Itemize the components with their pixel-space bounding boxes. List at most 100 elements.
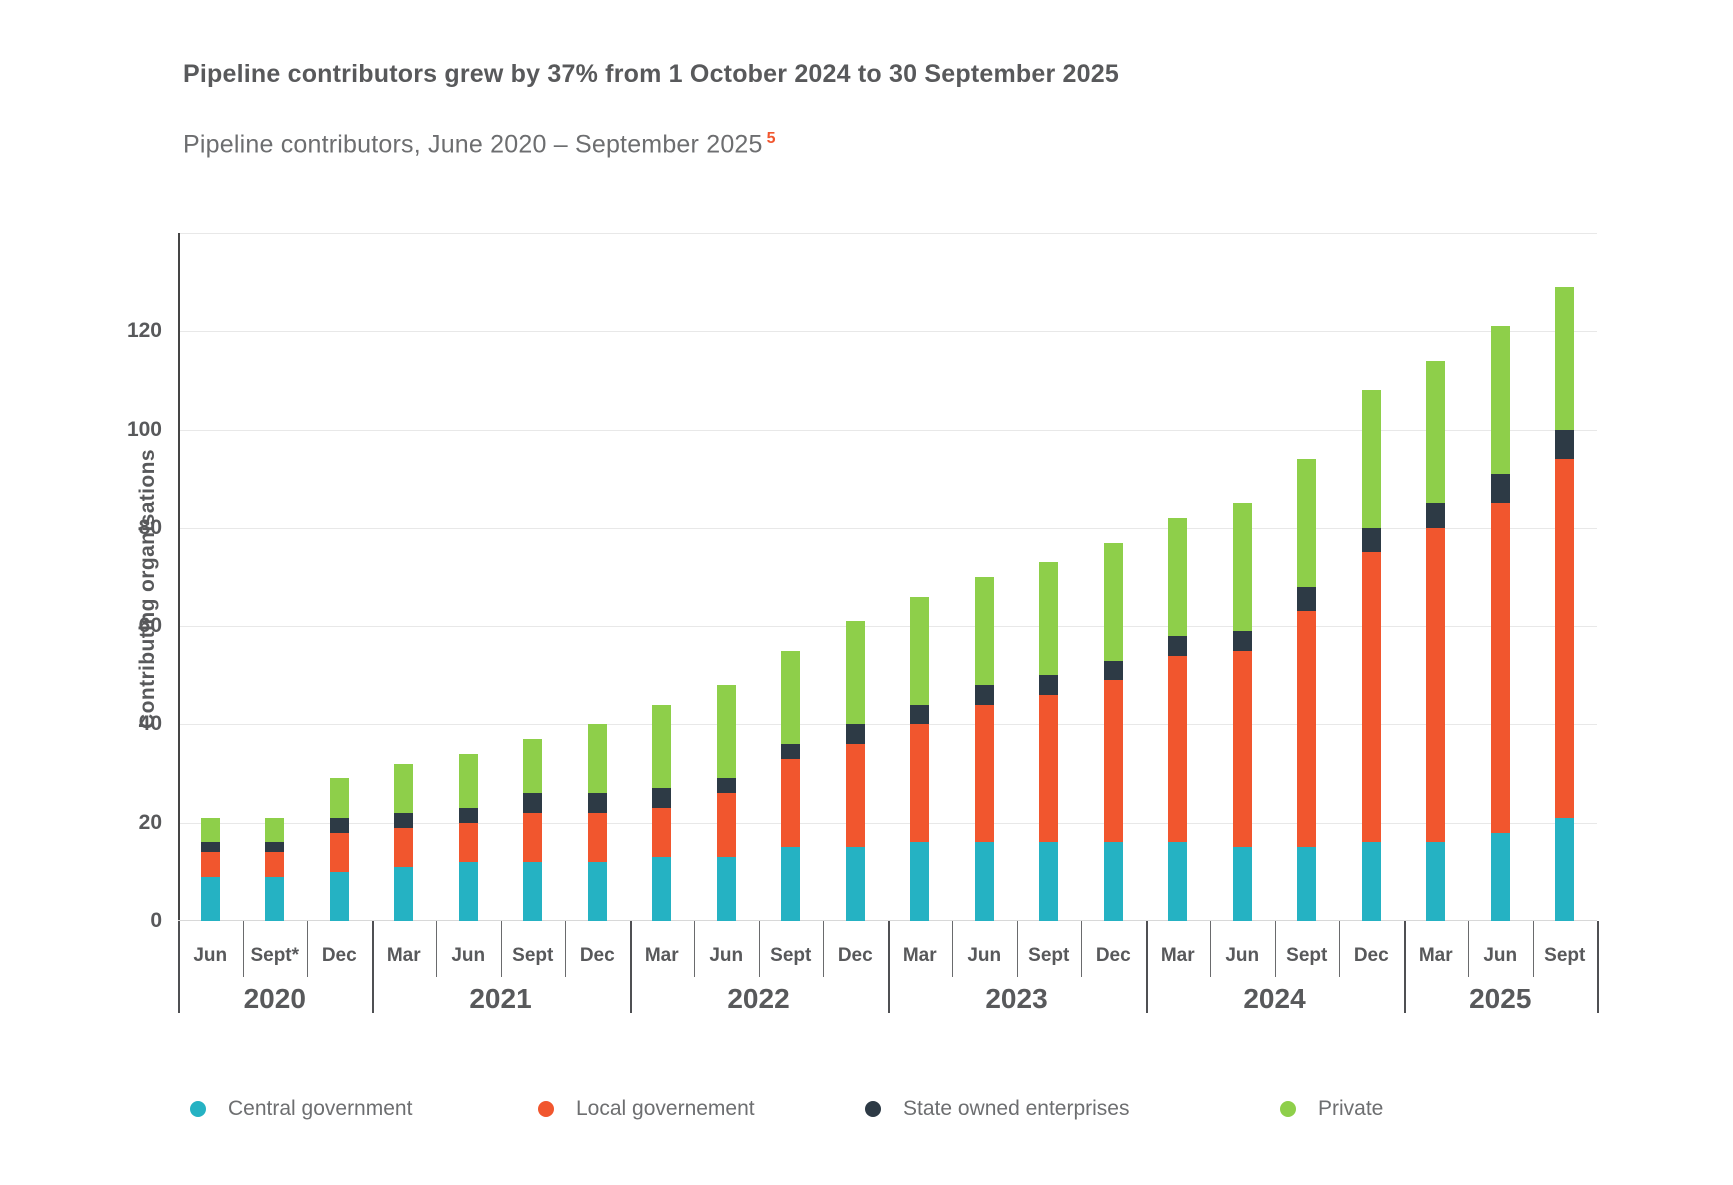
y-tick-label-100: 100: [126, 417, 162, 441]
legend-dot-icon: [538, 1101, 554, 1117]
month-label: Dec: [1095, 945, 1131, 966]
bar-segment: [845, 724, 865, 745]
month-tick: [436, 921, 437, 977]
bar-segment: [329, 817, 349, 833]
y-tick-label-0: 0: [150, 909, 162, 932]
gridline-120: [178, 331, 1597, 333]
bar-segment: [265, 852, 285, 877]
legend-label: Private: [1318, 1097, 1384, 1120]
legend-item: Central government: [190, 1097, 412, 1121]
bar-segment: [781, 650, 801, 745]
bar-segment: [1103, 842, 1123, 921]
y-axis-line: [178, 233, 180, 921]
legend-label: Local governement: [576, 1097, 755, 1120]
legend-item: State owned enterprises: [865, 1097, 1129, 1121]
month-label: Jun: [1483, 945, 1518, 966]
bar-segment: [910, 596, 930, 705]
bar-segment: [716, 778, 736, 794]
x-axis-line: [178, 920, 1597, 921]
bar-segment: [1297, 459, 1317, 587]
bar-segment: [652, 704, 672, 789]
month-label: Dec: [1353, 945, 1389, 966]
month-tick: [1532, 921, 1534, 977]
legend-dot-icon: [1280, 1101, 1296, 1117]
bar-segment: [1297, 847, 1317, 921]
legend-item: Local governement: [538, 1097, 755, 1121]
year-separator-line: [1597, 921, 1599, 1013]
bar-segment: [523, 739, 543, 794]
month-tick: [500, 921, 502, 977]
bar-segment: [974, 842, 994, 921]
bar-segment: [845, 744, 865, 848]
gridline-40: [178, 724, 1597, 726]
y-tick-label-40: 40: [138, 712, 162, 736]
year-separator-line: [1145, 921, 1148, 1013]
month-label: Jun: [709, 945, 744, 966]
bar-segment: [1555, 287, 1575, 430]
month-label: Sept: [1028, 945, 1070, 966]
bar-segment: [329, 871, 349, 921]
bar-segment: [1039, 842, 1059, 921]
bar-segment: [458, 753, 478, 808]
month-tick: [1016, 921, 1018, 977]
bar-segment: [1490, 832, 1510, 921]
bar-segment: [910, 724, 930, 843]
bar-segment: [1039, 694, 1059, 843]
legend-label: Central government: [228, 1097, 413, 1120]
year-label-2022: 2022: [727, 983, 790, 1014]
legend-dot-icon: [865, 1101, 881, 1117]
bar-segment: [974, 685, 994, 705]
bar-segment: [1168, 518, 1188, 636]
chart-subtitle: Pipeline contributors, June 2020 – Septe…: [183, 130, 776, 159]
bar-segment: [200, 852, 220, 877]
gridline-20: [178, 822, 1597, 824]
bar-segment: [265, 876, 285, 921]
bar-segment: [587, 793, 607, 813]
year-label-2025: 2025: [1469, 983, 1532, 1014]
month-label: Dec: [579, 945, 615, 966]
y-tick-label-120: 120: [126, 319, 162, 343]
bar-segment: [1232, 631, 1252, 651]
bar-segment: [781, 847, 801, 921]
bar-segment: [652, 857, 672, 921]
year-label-2024: 2024: [1243, 983, 1306, 1014]
bar-segment: [458, 807, 478, 823]
month-label: Sept*: [250, 945, 300, 966]
month-tick: [307, 921, 308, 977]
bar-segment: [1297, 611, 1317, 848]
bar-segment: [716, 857, 736, 921]
bar-segment: [1297, 586, 1317, 612]
month-tick: [1274, 921, 1276, 977]
bar-segment: [1361, 842, 1381, 921]
month-label: Dec: [837, 945, 873, 966]
bar-segment: [1426, 527, 1446, 843]
bar-segment: [652, 807, 672, 858]
bar-segment: [910, 704, 930, 725]
month-label: Jun: [967, 945, 1002, 966]
bar-segment: [265, 842, 285, 853]
month-label: Mar: [386, 945, 421, 966]
bar-segment: [1232, 847, 1252, 921]
month-label: Jun: [193, 945, 228, 966]
bar-segment: [1361, 527, 1381, 553]
bar-segment: [781, 744, 801, 759]
bar-segment: [1168, 655, 1188, 843]
bar-segment: [1103, 542, 1123, 661]
gridline-140: [178, 233, 1597, 234]
bar-segment: [716, 793, 736, 858]
bar-segment: [1168, 635, 1188, 656]
bar-segment: [329, 778, 349, 818]
bar-segment: [1103, 660, 1123, 681]
bar-segment: [394, 763, 414, 813]
gridline-100: [178, 429, 1597, 431]
bar-segment: [200, 842, 220, 853]
month-label: Jun: [451, 945, 486, 966]
bar-segment: [845, 621, 865, 725]
plot-area: [178, 233, 1597, 921]
month-tick: [1339, 921, 1340, 977]
bar-segment: [1555, 817, 1575, 921]
bar-segment: [200, 876, 220, 921]
year-label-2021: 2021: [469, 983, 532, 1014]
month-tick: [694, 921, 695, 977]
month-tick: [758, 921, 760, 977]
